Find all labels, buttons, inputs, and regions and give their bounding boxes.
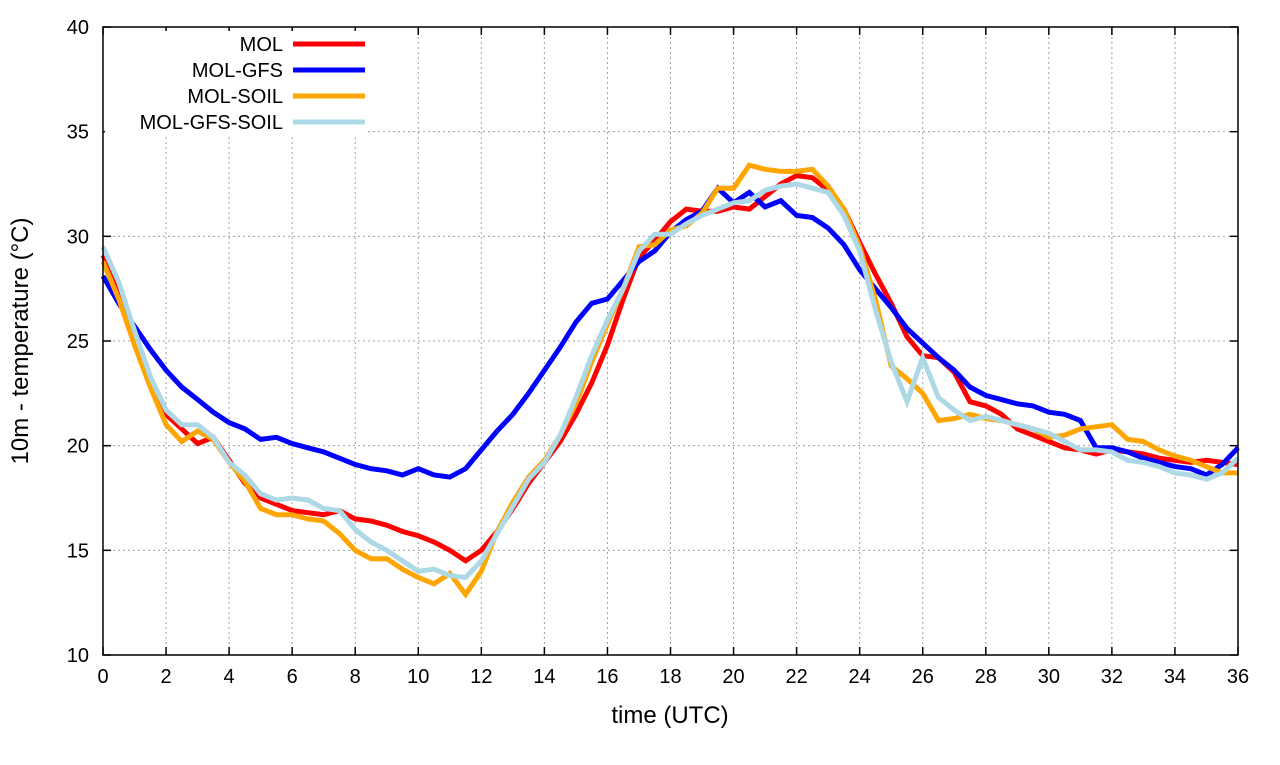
x-tick-label: 36	[1227, 666, 1249, 688]
grid-lines	[103, 27, 1238, 655]
y-tick-label: 35	[67, 122, 89, 144]
x-tick-label: 12	[470, 666, 492, 688]
x-tick-label: 2	[160, 666, 171, 688]
x-tick-label: 20	[722, 666, 744, 688]
x-tick-label: 22	[785, 666, 807, 688]
legend-label-mol: MOL	[240, 34, 283, 56]
x-tick-label: 14	[533, 666, 555, 688]
legend-label-mol-gfs-soil: MOL-GFS-SOIL	[140, 112, 283, 134]
x-tick-label: 10	[407, 666, 429, 688]
y-tick-label: 40	[67, 17, 89, 39]
x-tick-label: 24	[849, 666, 871, 688]
legend-label-mol-soil: MOL-SOIL	[187, 86, 283, 108]
x-tick-label: 6	[287, 666, 298, 688]
x-tick-label: 34	[1164, 666, 1186, 688]
x-tick-label: 18	[659, 666, 681, 688]
legend: MOL MOL-GFS MOL-SOIL MOL-GFS-SOIL	[105, 31, 367, 135]
axis-ticks: 0 2 4 6 8 10 12 14 16 18 20 22 24 26 28 30 32 34 361015202…	[67, 17, 1249, 688]
y-tick-label: 30	[67, 226, 89, 248]
x-tick-label: 28	[975, 666, 997, 688]
x-axis-label: time (UTC)	[611, 702, 728, 729]
x-tick-label: 30	[1038, 666, 1060, 688]
series-line-mol	[100, 173, 1239, 564]
series-line-mol-gfs-soil	[100, 181, 1240, 581]
y-tick-label: 10	[67, 645, 89, 667]
x-tick-label: 4	[224, 666, 235, 688]
y-tick-label: 20	[67, 436, 89, 458]
series-lines	[100, 162, 1240, 599]
x-tick-label: 16	[596, 666, 618, 688]
series-line-mol-soil	[100, 162, 1238, 599]
legend-label-mol-gfs: MOL-GFS	[192, 60, 283, 82]
x-tick-label: 0	[97, 666, 108, 688]
x-tick-label: 26	[912, 666, 934, 688]
y-tick-label: 15	[67, 540, 89, 562]
y-tick-label: 25	[67, 331, 89, 353]
x-tick-label: 8	[350, 666, 361, 688]
x-tick-label: 32	[1101, 666, 1123, 688]
y-axis-label: 10m - temperature (°C)	[7, 218, 34, 465]
